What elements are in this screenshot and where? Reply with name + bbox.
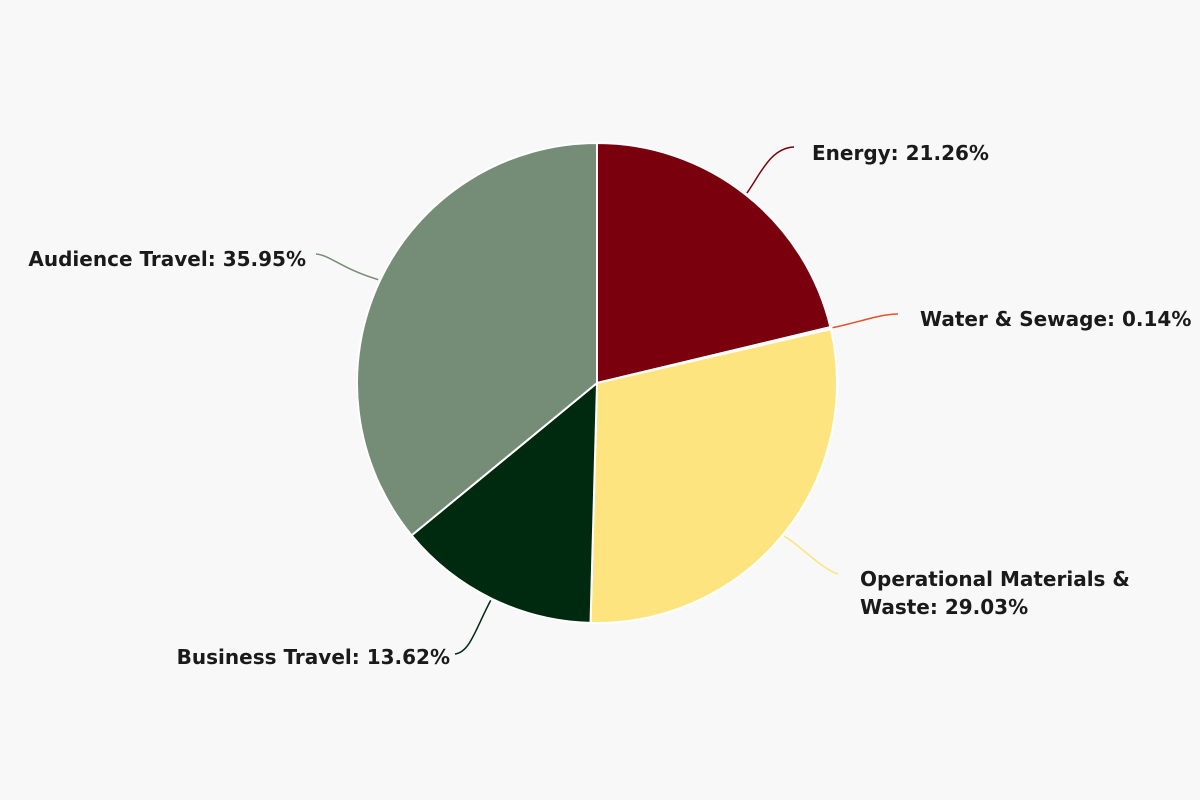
slice-label-line: Waste: 29.03% xyxy=(860,595,1028,619)
slice-label: Energy: 21.26% xyxy=(812,141,989,165)
pie-slice-operational-materials-waste[interactable] xyxy=(589,328,838,624)
pie-slice-energy[interactable] xyxy=(596,142,832,384)
pie-slice-business-travel[interactable] xyxy=(410,382,598,624)
connector-line xyxy=(832,313,899,329)
slice-label: Business Travel: 13.62% xyxy=(177,645,450,669)
connector-line xyxy=(315,253,379,281)
slice-label: Audience Travel: 35.95% xyxy=(28,247,306,271)
pie-slices xyxy=(356,142,838,624)
connector-line xyxy=(746,146,795,194)
slice-label-line: Audience Travel: 35.95% xyxy=(28,247,306,271)
label-connectors xyxy=(315,146,899,655)
slice-label: Operational Materials & Waste: 29.03% xyxy=(860,567,1130,619)
connector-line xyxy=(783,535,839,575)
connector-line xyxy=(454,600,492,655)
slice-label-line: Business Travel: 13.62% xyxy=(177,645,450,669)
slice-label: Water & Sewage: 0.14% xyxy=(920,307,1191,331)
slice-labels: Energy: 21.26% Water & Sewage: 0.14% Opera… xyxy=(28,141,1191,669)
slice-label-line: Energy: 21.26% xyxy=(812,141,989,165)
pie-slice-audience-travel[interactable] xyxy=(356,142,598,537)
slice-label-line: Operational Materials & xyxy=(860,567,1130,591)
slice-label-line: Water & Sewage: 0.14% xyxy=(920,307,1191,331)
